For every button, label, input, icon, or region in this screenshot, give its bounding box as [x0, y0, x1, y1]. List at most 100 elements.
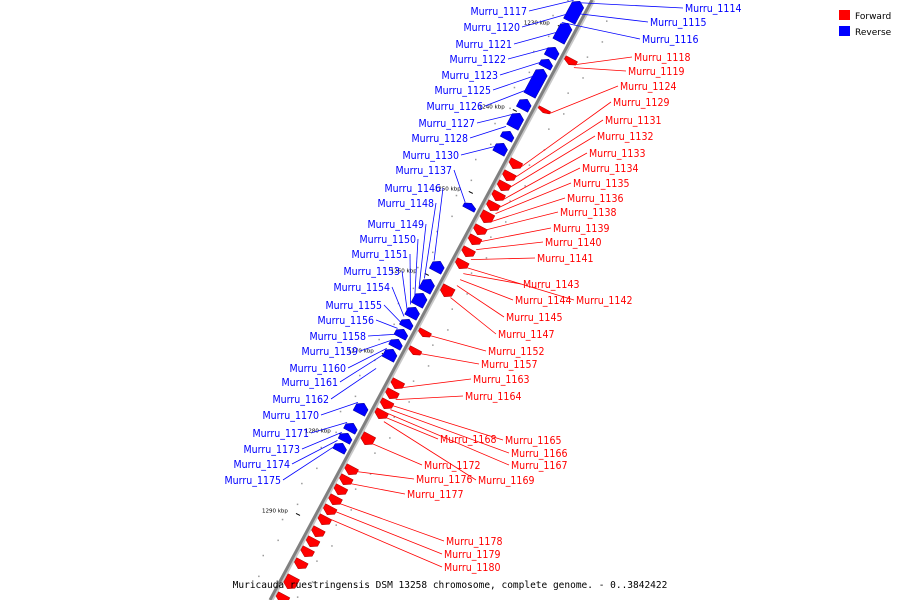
gene-label[interactable]: Murru_1116: [642, 34, 698, 46]
gene-arrow-17[interactable]: [473, 223, 488, 235]
gene-label[interactable]: Murru_1149: [368, 219, 424, 231]
gene-arrow-24[interactable]: [410, 293, 428, 309]
gene-label[interactable]: Murru_1144: [515, 295, 571, 307]
gene-label[interactable]: Murru_1140: [545, 237, 601, 249]
gene-label[interactable]: Murru_1158: [310, 331, 366, 343]
gene-label[interactable]: Murru_1128: [412, 133, 468, 145]
gene-label[interactable]: Murru_1178: [446, 536, 502, 548]
gene-arrow-25[interactable]: [404, 307, 420, 321]
gene-label[interactable]: Murru_1136: [567, 193, 623, 205]
gene-arrow-18[interactable]: [467, 233, 483, 245]
gene-label[interactable]: Murru_1177: [407, 489, 463, 501]
gene-arrow-26[interactable]: [398, 319, 414, 331]
gene-label[interactable]: Murru_1120: [464, 22, 520, 34]
gene-label[interactable]: Murru_1153: [344, 266, 400, 278]
gene-arrow-35[interactable]: [379, 397, 395, 409]
gene-arrow-3[interactable]: [538, 59, 553, 71]
gene-label[interactable]: Murru_1179: [444, 549, 500, 561]
gene-arrow-22[interactable]: [428, 261, 445, 275]
gene-label[interactable]: Murru_1131: [605, 115, 661, 127]
gene-label[interactable]: Murru_1142: [576, 295, 632, 307]
gene-arrow-53[interactable]: [275, 591, 291, 600]
gene-arrow-36[interactable]: [374, 407, 390, 419]
gene-arrow-38[interactable]: [343, 423, 358, 435]
gene-label[interactable]: Murru_1173: [244, 444, 300, 456]
gene-label[interactable]: Murru_1145: [506, 312, 562, 324]
gene-label[interactable]: Murru_1118: [634, 52, 690, 64]
gene-arrow-15[interactable]: [486, 199, 501, 211]
gene-label[interactable]: Murru_1164: [465, 391, 521, 403]
gene-label[interactable]: Murru_1160: [290, 363, 346, 375]
gene-label[interactable]: Murru_1168: [440, 434, 496, 446]
gene-arrow-9[interactable]: [564, 55, 578, 66]
gene-arrow-29[interactable]: [381, 349, 398, 363]
gene-label[interactable]: Murru_1141: [537, 253, 593, 265]
gene-arrow-28[interactable]: [388, 339, 403, 351]
gene-arrow-6[interactable]: [506, 113, 524, 131]
gene-label[interactable]: Murru_1121: [456, 39, 512, 51]
gene-arrow-32[interactable]: [408, 345, 423, 356]
gene-label[interactable]: Murru_1151: [352, 249, 408, 261]
gene-arrow-37[interactable]: [352, 403, 369, 417]
gene-label[interactable]: Murru_1155: [326, 300, 382, 312]
gene-arrow-10[interactable]: [537, 105, 552, 115]
gene-label[interactable]: Murru_1150: [360, 234, 416, 246]
gene-label[interactable]: Murru_1125: [435, 85, 491, 97]
gene-arrow-8[interactable]: [492, 143, 508, 157]
gene-label[interactable]: Murru_1139: [553, 223, 609, 235]
gene-label[interactable]: Murru_1175: [225, 475, 281, 487]
gene-arrow-47[interactable]: [317, 513, 333, 525]
gene-label[interactable]: Murru_1117: [471, 6, 527, 18]
gene-label[interactable]: Murru_1154: [334, 282, 390, 294]
gene-arrow-50[interactable]: [300, 545, 315, 557]
gene-label[interactable]: Murru_1126: [427, 101, 483, 113]
gene-label[interactable]: Murru_1146: [385, 183, 441, 195]
gene-label[interactable]: Murru_1161: [282, 377, 338, 389]
gene-label[interactable]: Murru_1119: [628, 66, 684, 78]
gene-arrow-34[interactable]: [385, 387, 400, 399]
gene-arrow-46[interactable]: [323, 503, 338, 515]
gene-label[interactable]: Murru_1176: [416, 474, 472, 486]
gene-label[interactable]: Murru_1148: [378, 198, 434, 210]
gene-label[interactable]: Murru_1180: [444, 562, 500, 574]
gene-arrow-21[interactable]: [462, 202, 477, 213]
gene-arrow-31[interactable]: [418, 327, 432, 338]
gene-arrow-42[interactable]: [344, 463, 359, 475]
gene-label[interactable]: Murru_1162: [273, 394, 329, 406]
gene-label[interactable]: Murru_1123: [442, 70, 498, 82]
gene-arrow-40[interactable]: [332, 443, 347, 455]
gene-label[interactable]: Murru_1172: [424, 460, 480, 472]
gene-arrow-27[interactable]: [393, 329, 409, 341]
gene-label[interactable]: Murru_1122: [450, 54, 506, 66]
gene-arrow-30[interactable]: [440, 283, 456, 297]
gene-label[interactable]: Murru_1152: [488, 346, 544, 358]
gene-arrow-45[interactable]: [328, 493, 343, 505]
gene-arrow-49[interactable]: [305, 535, 321, 547]
gene-label[interactable]: Murru_1157: [481, 359, 537, 371]
gene-arrow-44[interactable]: [333, 483, 349, 495]
gene-arrow-1[interactable]: [552, 23, 573, 45]
gene-label[interactable]: Murru_1133: [589, 148, 645, 160]
gene-label[interactable]: Murru_1134: [582, 163, 638, 175]
gene-label[interactable]: Murru_1132: [597, 131, 653, 143]
gene-arrow-52[interactable]: [283, 573, 300, 589]
gene-arrow-43[interactable]: [339, 473, 354, 485]
gene-arrow-23[interactable]: [418, 279, 435, 295]
gene-arrow-51[interactable]: [294, 557, 309, 569]
gene-label[interactable]: Murru_1167: [511, 460, 567, 472]
gene-arrow-4[interactable]: [523, 69, 548, 99]
gene-label[interactable]: Murru_1165: [505, 435, 561, 447]
gene-label[interactable]: Murru_1129: [613, 97, 669, 109]
gene-label[interactable]: Murru_1159: [302, 346, 358, 358]
gene-arrow-2[interactable]: [543, 47, 560, 61]
gene-arrow-41[interactable]: [360, 431, 377, 445]
gene-label[interactable]: Murru_1166: [511, 448, 567, 460]
gene-label[interactable]: Murru_1170: [263, 410, 319, 422]
gene-label[interactable]: Murru_1124: [620, 81, 676, 93]
gene-label[interactable]: Murru_1137: [396, 165, 452, 177]
gene-arrow-48[interactable]: [311, 525, 326, 537]
gene-arrow-33[interactable]: [390, 377, 406, 389]
gene-label[interactable]: Murru_1130: [403, 150, 459, 162]
gene-label[interactable]: Murru_1143: [523, 279, 579, 291]
gene-arrow-13[interactable]: [496, 179, 512, 191]
